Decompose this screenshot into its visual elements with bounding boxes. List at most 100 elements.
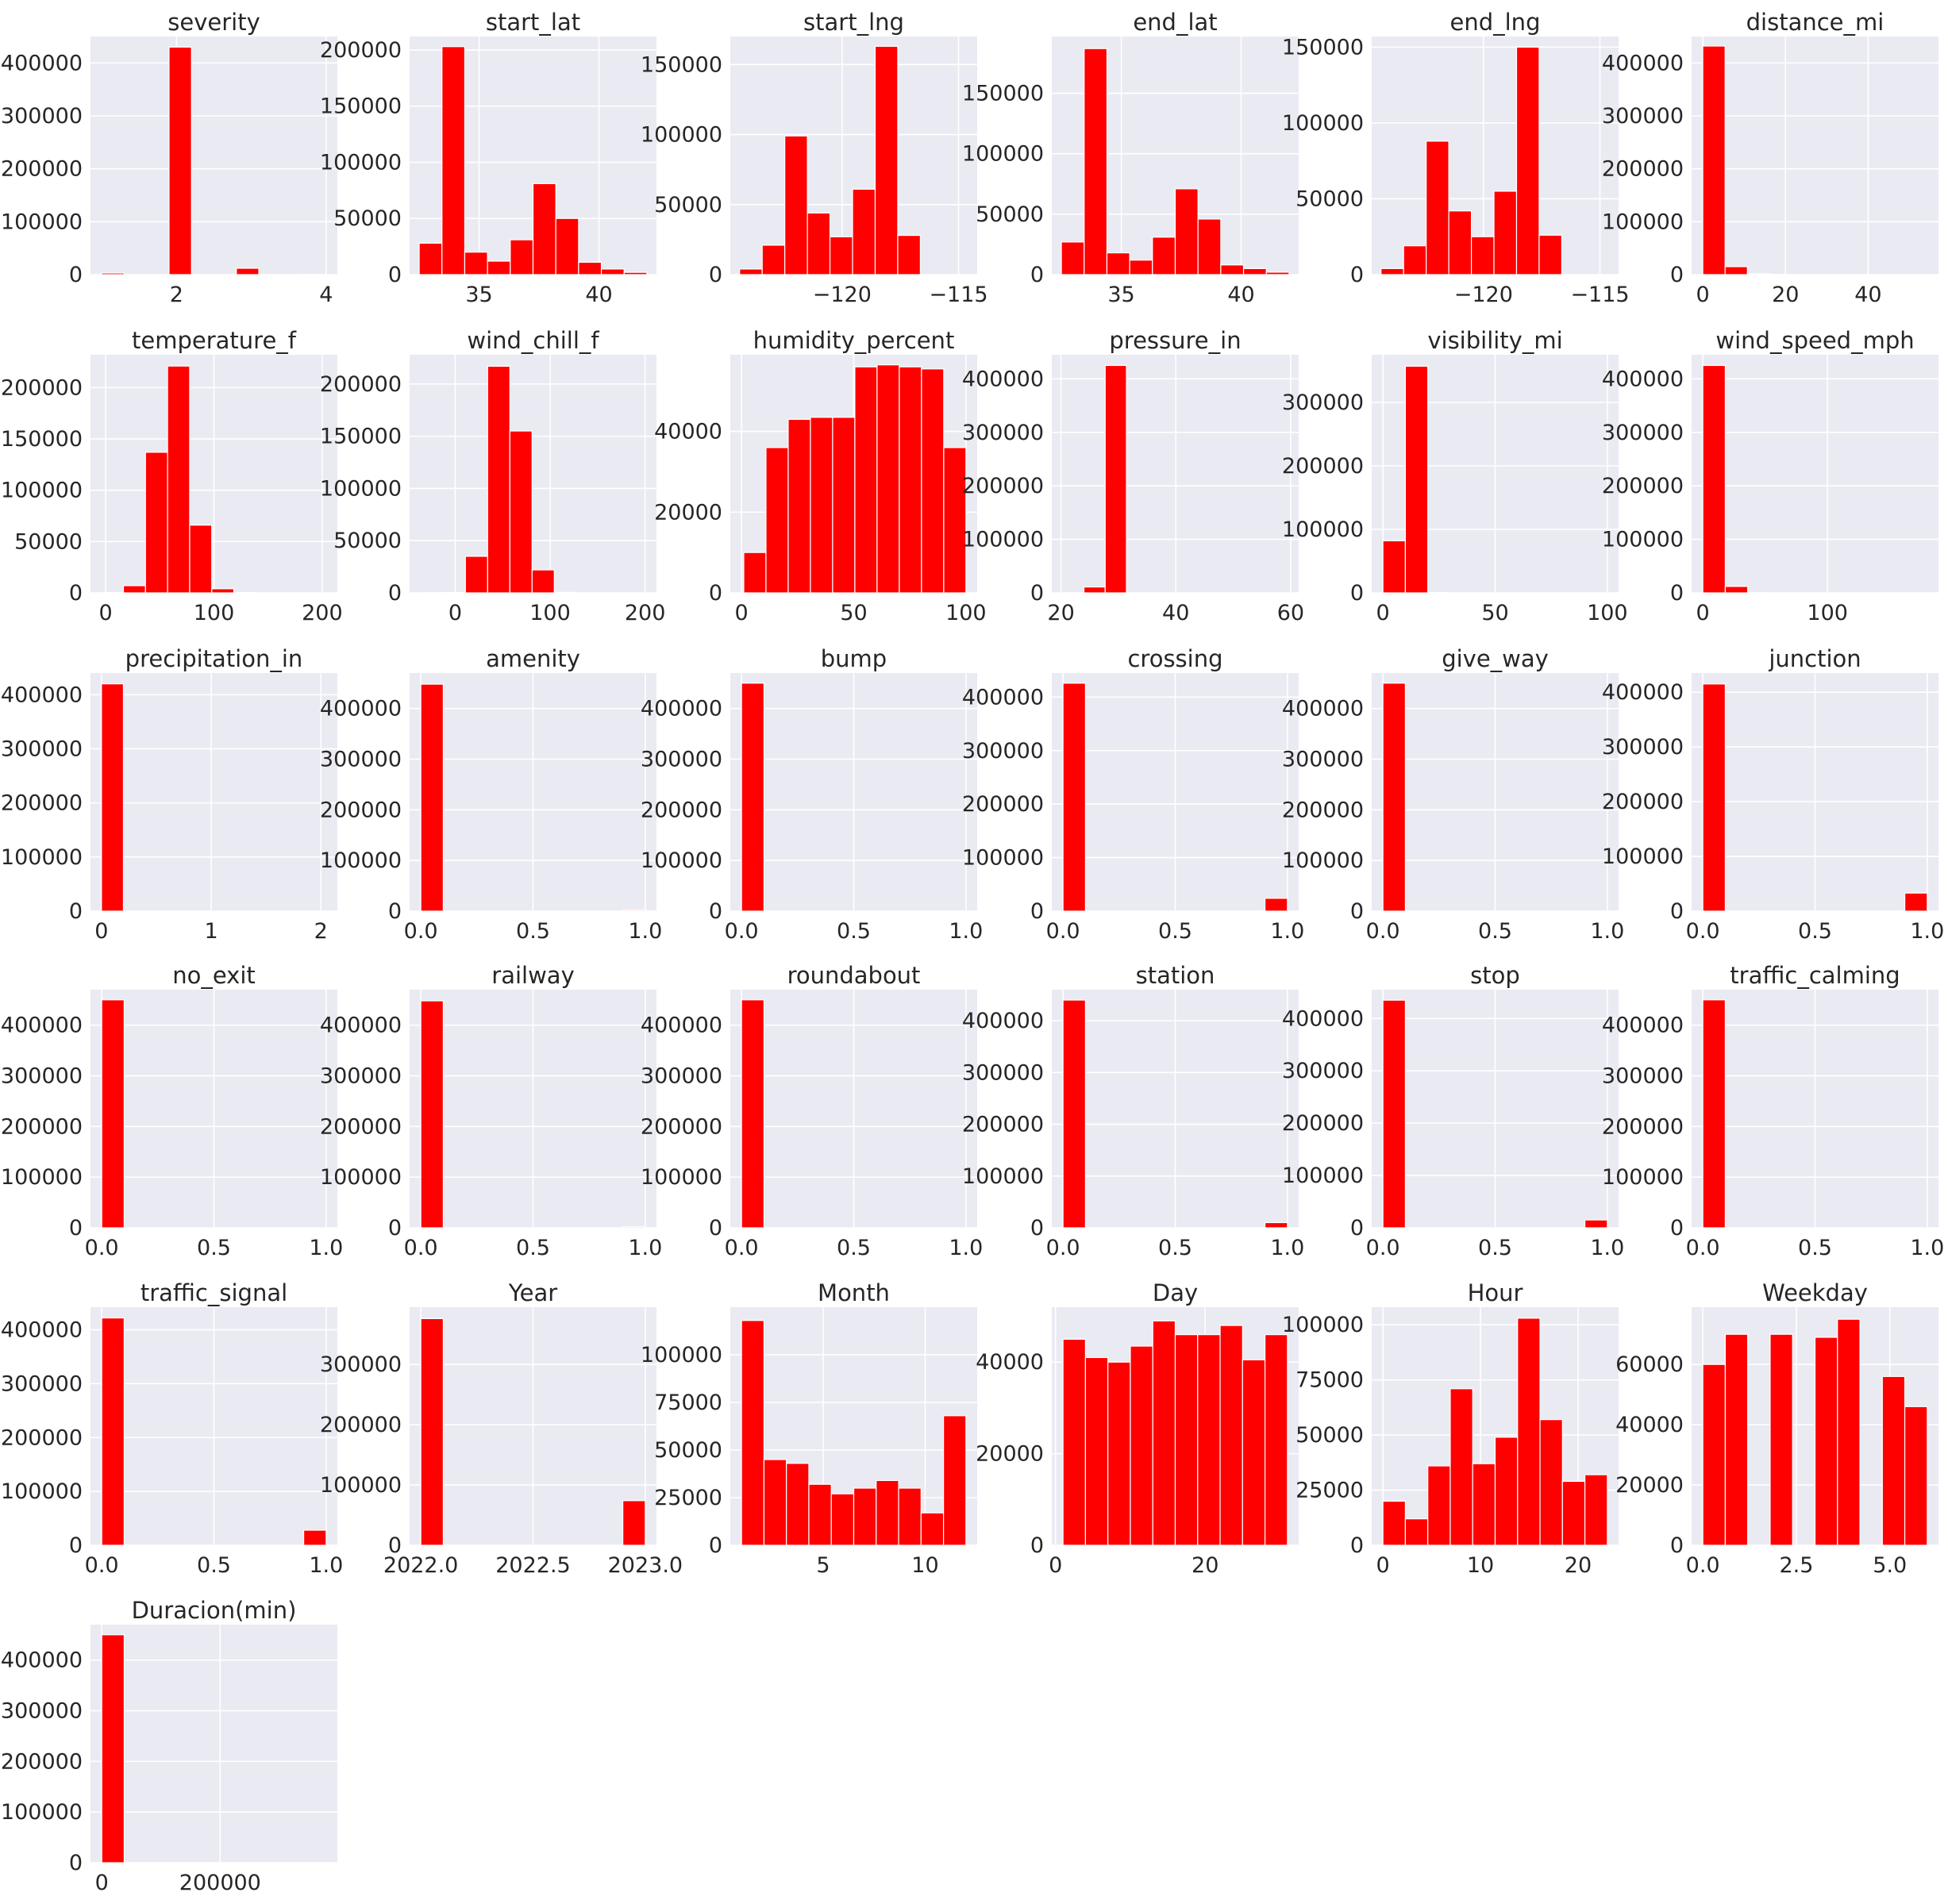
plot-title: no_exit [172, 962, 256, 989]
histogram-bar [876, 364, 900, 594]
histogram-crossing: crossing 0.0 0.5 1.0 0 100000 200000 300000 4000… [962, 645, 1304, 944]
y-tick-label: 400000 [1602, 367, 1684, 391]
y-tick-label: 50000 [654, 1438, 722, 1463]
plot-title: distance_mi [1746, 9, 1884, 36]
histogram-no-exit: no_exit 0.0 0.5 1.0 0 100000 200000 300000 40000… [1, 962, 343, 1260]
x-tick-label: 0 [95, 1871, 109, 1895]
histogram-traffic-signal: traffic_signal 0.0 0.5 1.0 0 100000 200000 3000… [1, 1279, 343, 1578]
y-tick-label: 0 [709, 263, 722, 287]
x-tick-label: 100 [529, 601, 571, 625]
y-tick-label: 100000 [962, 528, 1044, 552]
histogram-bar [1702, 45, 1726, 275]
x-tick-label: 1.0 [1270, 919, 1304, 944]
y-tick-label: 400000 [1282, 1006, 1364, 1031]
histogram-bar [1584, 1474, 1608, 1546]
y-tick-label: 20000 [976, 1442, 1044, 1467]
histogram-bump: bump 0.0 0.5 1.0 0 100000 200000 300000 400000 [641, 645, 983, 944]
histogram-bar [1083, 586, 1106, 594]
x-tick-label: 0.5 [1478, 1236, 1512, 1260]
histogram-bar [808, 1483, 832, 1546]
histogram-railway: railway 0.0 0.5 1.0 0 100000 200000 300000 40000… [320, 962, 662, 1260]
histogram-bar [101, 1317, 125, 1546]
histogram-bar [1538, 234, 1563, 275]
histogram-bar [510, 239, 534, 275]
histogram-bar [167, 365, 191, 594]
histogram-bar [852, 188, 876, 275]
histogram-bar [830, 1493, 855, 1546]
x-tick-label: 0.5 [1798, 1236, 1832, 1260]
y-tick-label: 150000 [320, 94, 402, 119]
x-tick-label: 0 [1376, 601, 1390, 625]
histogram-precipitation-in: precipitation_in 0 1 2 0 100000 200000 300000 40… [1, 645, 337, 944]
y-tick-label: 0 [1670, 581, 1684, 606]
histogram-bar [1769, 1333, 1793, 1546]
y-tick-label: 0 [1030, 1533, 1044, 1558]
histogram-bar [1837, 1318, 1861, 1546]
x-tick-label: 2022.5 [495, 1553, 570, 1578]
histogram-temperature-f: temperature_f 0 100 200 0 50000 100000 150000 20… [1, 327, 343, 625]
x-tick-label: 0.5 [197, 1236, 231, 1260]
histogram-end-lat: end_lat 35 40 0 50000 100000 150000 [962, 9, 1299, 307]
y-tick-label: 0 [1030, 263, 1044, 287]
x-tick-label: 0 [449, 601, 462, 625]
y-tick-label: 300000 [962, 1060, 1044, 1085]
histogram-bar [943, 447, 967, 594]
y-tick-label: 0 [69, 263, 83, 287]
histogram-bar [1242, 1359, 1266, 1546]
x-tick-label: 0.5 [197, 1553, 231, 1578]
plot-background [90, 1625, 337, 1863]
histogram-bar [1265, 271, 1290, 275]
y-tick-label: 400000 [641, 1014, 722, 1038]
plot-title: Month [818, 1279, 890, 1306]
plot-title: Year [508, 1279, 557, 1306]
histogram-bar [1904, 892, 1928, 912]
x-tick-label: 40 [1227, 283, 1254, 307]
y-tick-label: 0 [709, 1216, 722, 1240]
plot-title: start_lat [486, 9, 580, 36]
y-tick-label: 100000 [1602, 1165, 1684, 1190]
histogram-bar [420, 592, 444, 594]
histogram-bar [622, 1226, 646, 1229]
y-tick-label: 400000 [962, 1009, 1044, 1033]
plot-title: Hour [1468, 1279, 1523, 1306]
histogram-bar [1264, 1334, 1288, 1546]
plot-title: precipitation_in [125, 645, 303, 672]
y-tick-label: 100000 [1, 1479, 83, 1504]
y-tick-label: 20000 [654, 500, 722, 525]
x-tick-label: 0.5 [837, 919, 871, 944]
y-tick-label: 25000 [1295, 1479, 1364, 1503]
x-tick-label: 0.5 [516, 1236, 550, 1260]
y-tick-label: 300000 [962, 739, 1044, 764]
x-tick-label: 0.0 [725, 1236, 759, 1260]
x-tick-label: 0.5 [516, 919, 550, 944]
y-tick-label: 300000 [320, 1352, 402, 1377]
x-tick-label: 0.0 [1366, 1236, 1400, 1260]
y-tick-label: 150000 [1282, 35, 1364, 60]
histogram-bar [600, 268, 625, 275]
histogram-weekday: Weekday 0.0 2.5 5.0 0 20000 40000 60000 [1615, 1279, 1938, 1578]
x-tick-label: 50 [840, 601, 867, 625]
histogram-bar [441, 46, 466, 275]
histogram-bar [743, 552, 767, 594]
histogram-bar [101, 999, 125, 1229]
x-tick-label: 0.0 [404, 919, 438, 944]
x-tick-label: 0.5 [1158, 1236, 1192, 1260]
plot-title: Day [1153, 1279, 1198, 1306]
y-tick-label: 200000 [320, 372, 402, 397]
histogram-visibility-mi: visibility_mi 0 50 100 0 100000 200000 300000 [1282, 327, 1628, 625]
histogram-bar [1130, 1345, 1153, 1546]
x-tick-label: −120 [813, 283, 872, 307]
histogram-bar [1702, 999, 1727, 1229]
x-tick-label: 0.5 [1158, 919, 1192, 944]
histogram-bar [787, 418, 811, 594]
y-tick-label: 100000 [641, 848, 722, 873]
histogram-bar [741, 999, 765, 1229]
x-tick-label: 10 [1467, 1553, 1494, 1578]
x-tick-label: 40 [1162, 601, 1189, 625]
y-tick-label: 400000 [1602, 1014, 1684, 1038]
y-tick-label: 0 [1030, 1216, 1044, 1240]
y-tick-label: 100000 [1, 845, 83, 870]
x-tick-label: 35 [465, 283, 492, 307]
y-tick-label: 300000 [1, 104, 83, 129]
histogram-bar [1152, 237, 1176, 275]
